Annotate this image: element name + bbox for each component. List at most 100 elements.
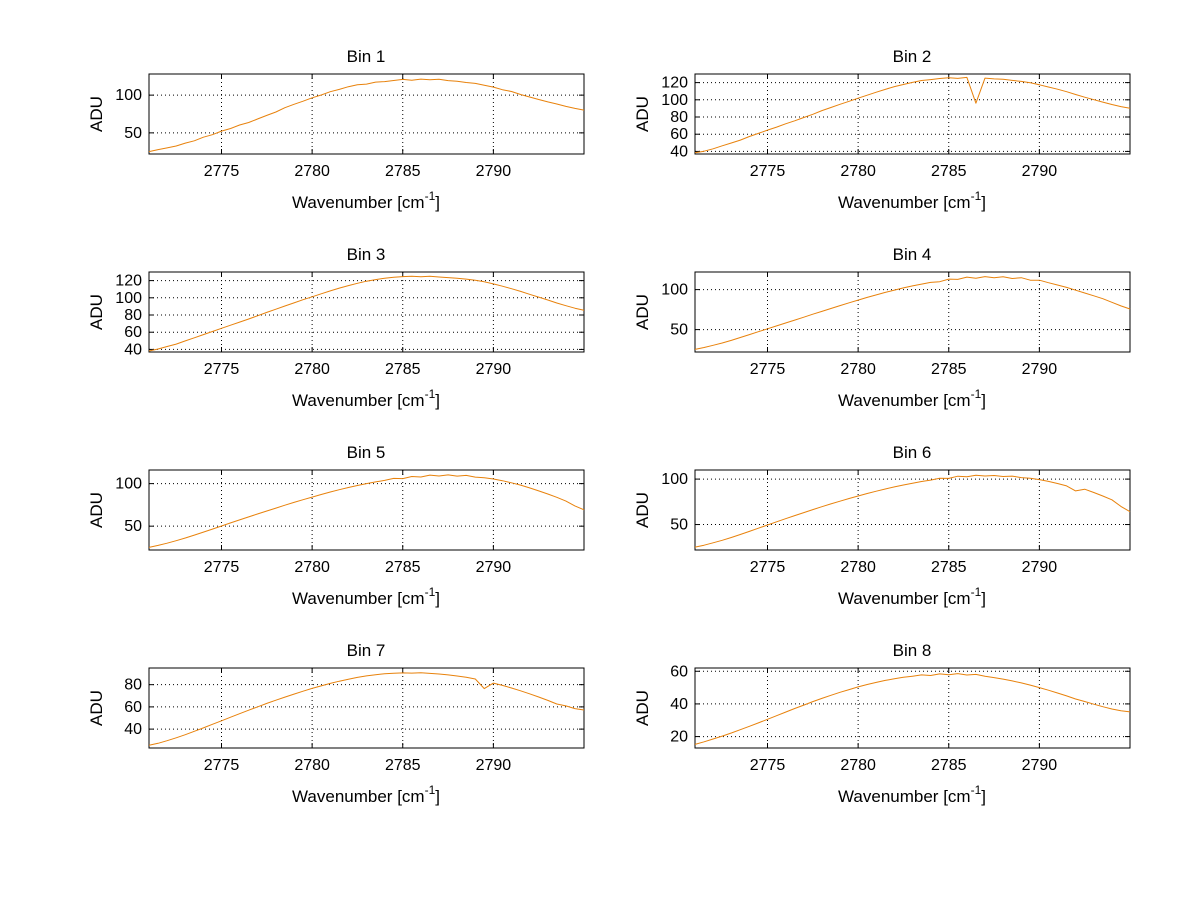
chart-bin-8: 2775 2780 2785 2790 20 40 60 Bin 8 ADU Wavenum…: [633, 641, 1131, 806]
x-axis-label: Wavenumber [cm-1]: [838, 387, 986, 410]
x-tick-label: 2780: [294, 163, 330, 180]
chart-title: Bin 7: [347, 641, 386, 660]
x-tick-label: 2780: [840, 163, 876, 180]
axis-box: [694, 271, 1131, 353]
chart-title: Bin 1: [347, 47, 386, 66]
x-tick-label: 2780: [294, 559, 330, 576]
y-tick-label: 100: [661, 92, 688, 109]
x-tick-label: 2785: [931, 361, 967, 378]
y-tick-label: 60: [670, 663, 688, 680]
x-axis-label-text: Wavenumber [cm: [292, 193, 425, 212]
chart-title: Bin 4: [893, 245, 932, 264]
x-axis-label-superscript: -1: [971, 585, 982, 599]
x-axis-label: Wavenumber [cm-1]: [292, 189, 440, 212]
x-axis-label-superscript: -1: [425, 783, 436, 797]
y-tick-label: 40: [124, 341, 142, 358]
y-tick-label: 20: [670, 729, 688, 746]
axis-box: [694, 73, 1131, 155]
x-axis-label-text: Wavenumber [cm: [292, 391, 425, 410]
x-axis-label-superscript: -1: [971, 387, 982, 401]
y-tick-label: 80: [124, 677, 142, 694]
subplot-bin-1: 2775 2780 2785 2790 50 100 Bin 1 ADU Wavenumb…: [54, 42, 590, 240]
chart-title: Bin 8: [893, 641, 932, 660]
y-tick-label: 120: [115, 273, 142, 290]
y-axis-label: ADU: [633, 492, 652, 528]
x-axis-label-close: ]: [435, 787, 440, 806]
y-tick-label: 100: [115, 476, 142, 493]
y-tick-label: 60: [670, 126, 688, 143]
x-axis-label-text: Wavenumber [cm: [292, 589, 425, 608]
y-tick-label: 60: [124, 324, 142, 341]
y-tick-label: 50: [670, 322, 688, 339]
spectrum-line: [148, 275, 585, 352]
x-tick-label: 2785: [385, 361, 421, 378]
x-tick-label: 2790: [1022, 559, 1058, 576]
x-tick-label: 2780: [294, 361, 330, 378]
y-axis-label: ADU: [633, 294, 652, 330]
y-tick-label: 120: [661, 75, 688, 92]
axis-box: [148, 667, 585, 749]
chart-bin-7: 2775 2780 2785 2790 40 60 80 Bin 7 ADU Wavenum…: [87, 641, 585, 806]
x-tick-label: 2775: [750, 757, 786, 774]
x-axis-label-close: ]: [435, 193, 440, 212]
x-axis-label: Wavenumber [cm-1]: [838, 585, 986, 608]
y-tick-label: 100: [115, 87, 142, 104]
x-axis-label-close: ]: [435, 589, 440, 608]
plot-area-bin-8: 2775 2780 2785 2790 20 40 60: [670, 663, 1131, 774]
x-tick-label: 2775: [204, 757, 240, 774]
axis-box: [148, 469, 585, 551]
y-tick-label: 40: [670, 696, 688, 713]
x-tick-label: 2775: [204, 559, 240, 576]
spectrum-line: [694, 76, 1131, 154]
spectrum-line: [148, 672, 585, 746]
x-tick-label: 2785: [385, 559, 421, 576]
plot-area-bin-4: 2775 2780 2785 2790 50 100: [661, 271, 1131, 378]
y-tick-label: 100: [661, 471, 688, 488]
chart-title: Bin 5: [347, 443, 386, 462]
x-axis-label-superscript: -1: [971, 783, 982, 797]
plot-area-bin-6: 2775 2780 2785 2790 50 100: [661, 469, 1131, 576]
x-axis-label-text: Wavenumber [cm: [838, 391, 971, 410]
figure-grid: 2775 2780 2785 2790 50 100 Bin 1 ADU Wavenumb…: [54, 42, 1136, 834]
y-tick-label: 40: [670, 143, 688, 160]
chart-title: Bin 6: [893, 443, 932, 462]
y-axis-label: ADU: [87, 96, 106, 132]
x-tick-label: 2790: [476, 163, 512, 180]
y-tick-label: 80: [124, 307, 142, 324]
x-tick-label: 2790: [476, 757, 512, 774]
x-tick-label: 2775: [750, 361, 786, 378]
subplot-bin-3: 2775 2780 2785 2790 40 60 80 100 120 Bin 3 ADU W…: [54, 240, 590, 438]
spectrum-line: [148, 78, 585, 153]
axis-box: [694, 469, 1131, 551]
chart-bin-6: 2775 2780 2785 2790 50 100 Bin 6 ADU Wavenumb…: [633, 443, 1131, 608]
x-tick-label: 2775: [204, 361, 240, 378]
spectrum-line: [694, 276, 1131, 350]
x-tick-label: 2775: [750, 559, 786, 576]
x-axis-label-close: ]: [981, 787, 986, 806]
subplot-bin-8: 2775 2780 2785 2790 20 40 60 Bin 8 ADU Wavenum…: [600, 636, 1136, 834]
y-tick-label: 40: [124, 721, 142, 738]
y-tick-label: 100: [115, 290, 142, 307]
chart-title: Bin 2: [893, 47, 932, 66]
subplot-bin-5: 2775 2780 2785 2790 50 100 Bin 5 ADU Wavenumb…: [54, 438, 590, 636]
chart-bin-5: 2775 2780 2785 2790 50 100 Bin 5 ADU Wavenumb…: [87, 443, 585, 608]
subplot-bin-2: 2775 2780 2785 2790 40 60 80 100 120 Bin 2 ADU W…: [600, 42, 1136, 240]
x-tick-label: 2780: [840, 361, 876, 378]
x-axis-label-close: ]: [981, 589, 986, 608]
x-axis-label-superscript: -1: [971, 189, 982, 203]
plot-area-bin-1: 2775 2780 2785 2790 50 100: [115, 73, 585, 180]
chart-bin-4: 2775 2780 2785 2790 50 100 Bin 4 ADU Wavenumb…: [633, 245, 1131, 410]
x-axis-label-text: Wavenumber [cm: [292, 787, 425, 806]
subplot-bin-7: 2775 2780 2785 2790 40 60 80 Bin 7 ADU Wavenum…: [54, 636, 590, 834]
x-tick-label: 2790: [476, 559, 512, 576]
y-axis-label: ADU: [633, 96, 652, 132]
x-axis-label: Wavenumber [cm-1]: [838, 783, 986, 806]
x-tick-label: 2790: [1022, 361, 1058, 378]
x-axis-label-superscript: -1: [425, 387, 436, 401]
y-tick-label: 50: [124, 518, 142, 535]
x-tick-label: 2780: [840, 559, 876, 576]
y-axis-label: ADU: [633, 690, 652, 726]
y-tick-label: 60: [124, 699, 142, 716]
subplot-bin-4: 2775 2780 2785 2790 50 100 Bin 4 ADU Wavenumb…: [600, 240, 1136, 438]
